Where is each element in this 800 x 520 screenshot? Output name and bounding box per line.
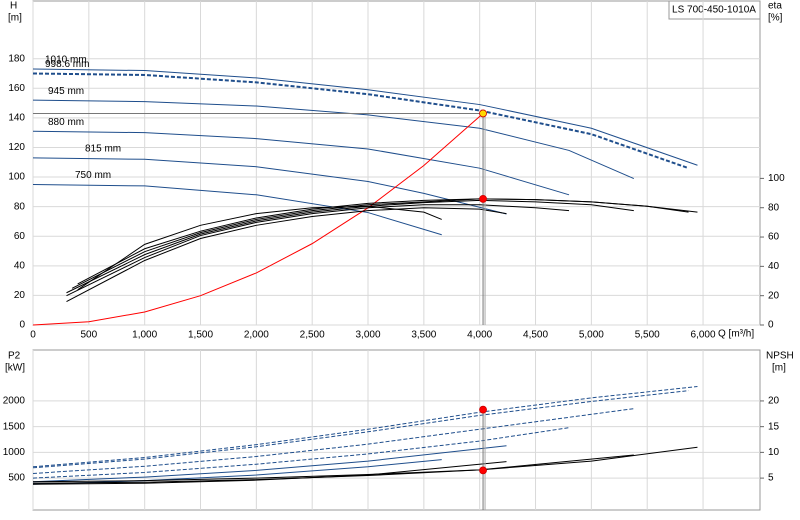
secondary-curve	[32, 446, 698, 483]
y-tick-label: 160	[8, 83, 25, 94]
y2-axis-title: eta	[768, 1, 782, 12]
secondary-curve	[32, 461, 507, 485]
y-tick-label: 0	[19, 320, 25, 331]
secondary-curve	[66, 207, 507, 302]
curve-label: 945 mm	[48, 86, 84, 97]
y2-tick-label: 80	[768, 202, 780, 213]
y-tick-label: 40	[14, 260, 26, 271]
y2-tick-label: 10	[768, 447, 780, 458]
curve	[32, 408, 634, 474]
bottom-plot-frame	[32, 349, 761, 511]
x-tick-label: 2,000	[244, 330, 269, 341]
curve	[32, 99, 635, 179]
y-tick-label: 1500	[3, 421, 26, 432]
y2-tick-label: 60	[768, 232, 780, 243]
y2-tick-label: 40	[768, 261, 780, 272]
curve-label: 880 mm	[48, 117, 84, 128]
y-tick-label: 500	[8, 473, 25, 484]
y-tick-label: 1000	[3, 447, 26, 458]
duty-point	[479, 195, 487, 203]
y2-tick-label: 20	[768, 290, 780, 301]
x-tick-label: 1,500	[188, 330, 213, 341]
y-tick-label: 60	[14, 231, 26, 242]
y-tick-label: 120	[8, 142, 25, 153]
y2-axis-title: NPSH	[766, 351, 794, 362]
y-tick-label: 80	[14, 201, 26, 212]
curve	[32, 113, 484, 326]
curve	[32, 459, 442, 485]
x-tick-label: 0	[30, 330, 36, 341]
pump-label: LS 700-450-1010A	[672, 5, 756, 16]
y-tick-label: 20	[14, 290, 26, 301]
y2-tick-label: 0	[768, 320, 774, 331]
y-tick-label: 100	[8, 172, 25, 183]
y-axis-title: P2	[8, 351, 21, 362]
x-axis-title: Q [m³/h]	[718, 329, 754, 340]
curve	[32, 130, 570, 196]
y-axis-title: H	[10, 1, 17, 12]
y2-tick-label: 5	[768, 473, 774, 484]
x-tick-label: 4,000	[467, 330, 492, 341]
duty-point	[479, 109, 487, 118]
x-tick-label: 2,500	[300, 330, 325, 341]
y-axis-unit: [kW]	[5, 363, 25, 374]
x-tick-label: 4,500	[523, 330, 548, 341]
curve-label: 1010 mm	[45, 55, 87, 66]
x-tick-label: 5,500	[635, 330, 660, 341]
duty-point	[479, 405, 487, 414]
y2-tick-label: 100	[768, 173, 785, 184]
y-axis-unit: [m]	[8, 13, 22, 24]
y2-axis-unit: [m]	[772, 363, 786, 374]
duty-point	[479, 466, 487, 475]
curve	[32, 157, 507, 215]
y2-axis-unit: [%]	[768, 13, 783, 24]
curve	[32, 183, 442, 236]
secondary-curve	[71, 198, 689, 289]
x-tick-label: 3,500	[411, 330, 436, 341]
y2-tick-label: 20	[768, 396, 780, 407]
curve-label: 998.6 mm	[45, 59, 89, 70]
curve	[32, 68, 698, 166]
curve	[32, 386, 698, 468]
curve-label: 750 mm	[75, 170, 111, 181]
curve	[32, 72, 689, 170]
pump-label-box	[668, 0, 761, 20]
y-tick-label: 2000	[3, 396, 26, 407]
x-tick-label: 3,000	[356, 330, 381, 341]
secondary-curve	[66, 204, 570, 297]
secondary-curve	[77, 205, 442, 291]
curve	[32, 390, 689, 469]
curve	[32, 445, 507, 483]
y2-tick-label: 15	[768, 421, 780, 432]
x-tick-label: 6,000	[691, 330, 716, 341]
y-tick-label: 140	[8, 113, 25, 124]
top-plot-frame	[32, 0, 761, 326]
y-tick-label: 180	[8, 53, 25, 64]
curve	[32, 427, 570, 479]
x-tick-label: 500	[80, 330, 97, 341]
secondary-curve	[77, 198, 698, 285]
x-tick-label: 5,000	[579, 330, 604, 341]
curve-label: 815 mm	[85, 143, 121, 154]
x-tick-label: 1,000	[132, 330, 157, 341]
